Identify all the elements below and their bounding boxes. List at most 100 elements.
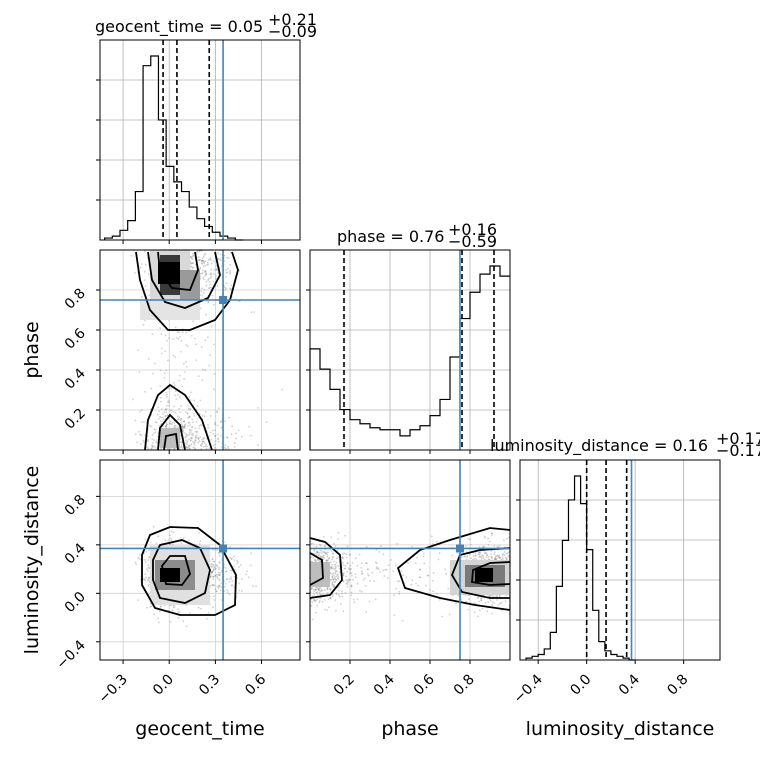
sample-point — [166, 395, 168, 398]
sample-point — [367, 568, 369, 570]
sample-point — [493, 551, 496, 554]
sample-point — [174, 412, 177, 415]
sample-point — [195, 359, 198, 362]
sample-point — [312, 590, 315, 593]
sample-point — [419, 576, 422, 579]
sample-point — [185, 433, 188, 435]
sample-point — [215, 564, 218, 567]
sample-point — [317, 588, 320, 590]
sample-point — [201, 287, 203, 290]
sample-point — [209, 257, 212, 260]
sample-point — [356, 564, 359, 567]
sample-point — [224, 286, 226, 289]
sample-point — [397, 580, 400, 583]
sample-point — [485, 556, 488, 559]
sample-point — [455, 602, 457, 604]
ytick-label-luminosity_distance: 0.0 — [62, 589, 89, 616]
sample-point — [257, 407, 259, 409]
sample-point — [478, 600, 481, 603]
sample-point — [317, 554, 320, 557]
sample-point — [167, 401, 169, 403]
sample-point — [342, 573, 345, 575]
sample-point — [430, 535, 433, 538]
sample-point — [159, 605, 162, 608]
sample-point — [196, 250, 199, 252]
sample-point — [211, 571, 214, 574]
sample-point — [179, 335, 181, 338]
sample-point — [350, 586, 353, 588]
sample-point — [418, 576, 421, 579]
sample-point — [189, 440, 192, 442]
sample-point — [156, 413, 159, 416]
sample-point — [154, 431, 157, 433]
sample-point — [138, 371, 141, 373]
sample-point — [332, 579, 335, 582]
sample-point — [349, 571, 352, 574]
sample-point — [209, 286, 211, 289]
title-phase-median: 0.76 — [409, 227, 445, 246]
sample-point — [474, 602, 477, 605]
sample-point — [325, 552, 328, 554]
sample-point — [189, 408, 192, 411]
sample-point — [429, 589, 432, 591]
sample-point — [194, 337, 196, 340]
sample-point — [209, 277, 212, 279]
sample-point — [183, 425, 186, 428]
sample-point — [491, 612, 493, 615]
sample-point — [378, 551, 380, 553]
sample-point — [208, 364, 211, 367]
sample-point — [135, 563, 138, 566]
sample-point — [168, 543, 171, 546]
sample-point — [162, 412, 164, 415]
xlabel-luminosity-distance: luminosity_distance — [526, 718, 715, 740]
sample-point — [224, 444, 227, 447]
sample-point — [194, 427, 197, 430]
sample-point — [211, 584, 214, 587]
sample-point — [315, 545, 318, 548]
sample-point — [180, 441, 183, 444]
sample-point — [144, 285, 147, 287]
sample-point — [317, 559, 320, 562]
sample-point — [493, 602, 496, 604]
sample-point — [213, 269, 216, 271]
sample-point — [187, 407, 190, 410]
sample-point — [345, 578, 348, 581]
sample-point — [341, 595, 344, 598]
sample-point — [187, 422, 190, 424]
sample-point — [201, 259, 204, 262]
sample-point — [183, 425, 186, 427]
sample-point — [145, 576, 148, 579]
sample-point — [314, 611, 317, 614]
sample-point — [188, 434, 191, 436]
sample-point — [190, 256, 193, 259]
sample-point — [240, 590, 243, 592]
sample-point — [347, 567, 350, 570]
sample-point — [191, 441, 194, 443]
sample-point — [150, 447, 153, 450]
sample-point — [195, 343, 198, 346]
sample-point — [487, 558, 490, 560]
sample-point — [176, 331, 179, 333]
sample-point — [183, 427, 186, 430]
sample-point — [188, 438, 190, 441]
sample-point — [155, 542, 158, 545]
sample-point — [168, 534, 171, 537]
sample-point — [192, 446, 195, 449]
sample-point — [200, 262, 203, 265]
sample-point — [504, 600, 507, 603]
sample-point — [165, 422, 168, 424]
sample-point — [476, 597, 479, 599]
sample-point — [160, 416, 163, 419]
sample-point — [338, 595, 341, 598]
sample-point — [419, 568, 422, 571]
sample-point — [483, 535, 486, 538]
sample-point — [148, 583, 150, 586]
sample-point — [474, 552, 477, 555]
sample-point — [192, 412, 195, 415]
sample-point — [212, 432, 215, 435]
sample-point — [348, 554, 351, 557]
sample-point — [214, 588, 217, 591]
sample-point — [211, 572, 213, 574]
sample-point — [467, 608, 469, 611]
sample-point — [170, 539, 173, 542]
